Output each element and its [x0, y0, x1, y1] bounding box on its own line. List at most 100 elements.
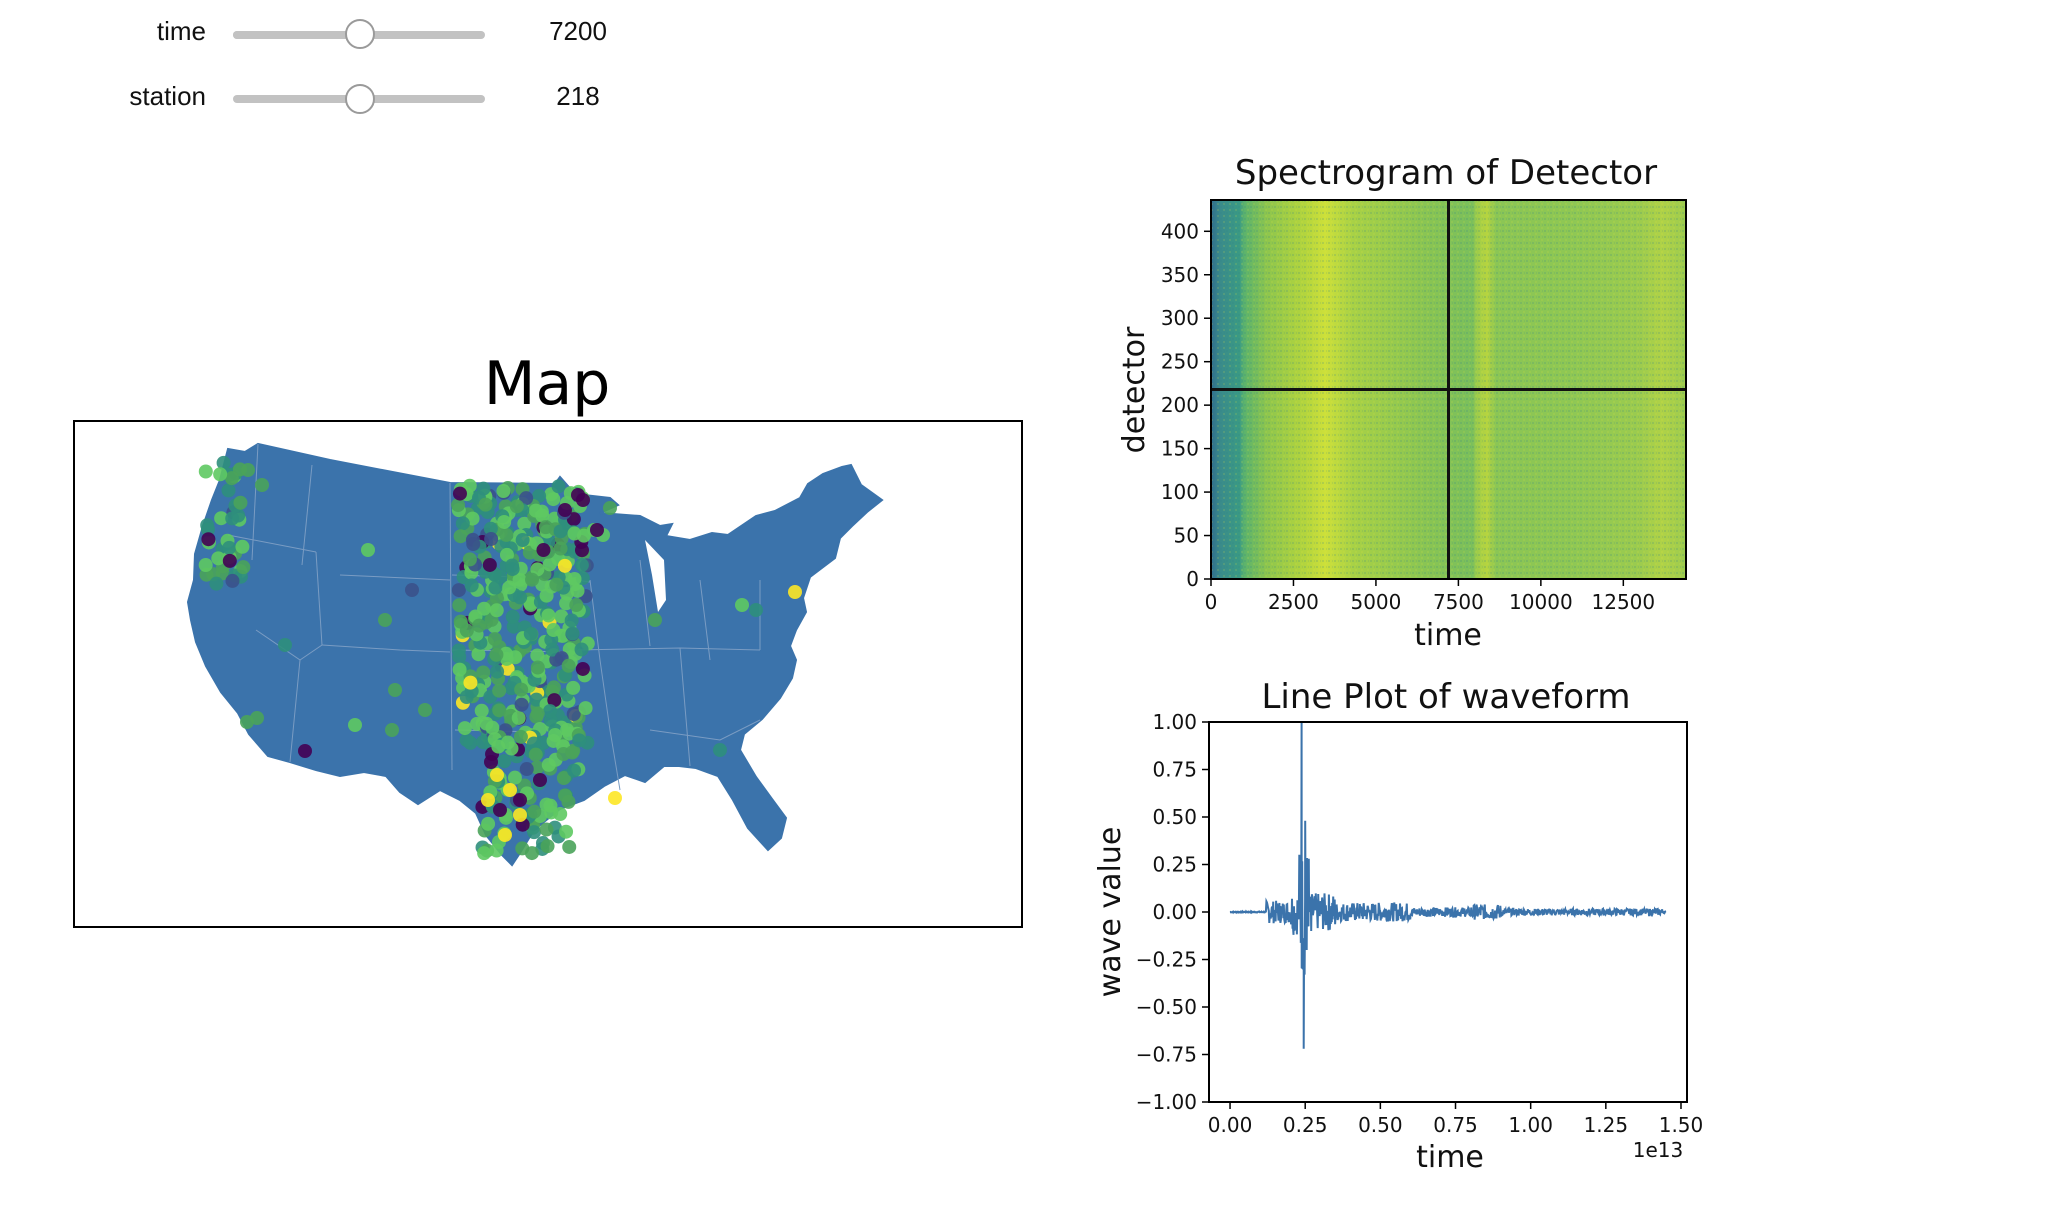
- station-marker[interactable]: [539, 588, 554, 603]
- station-marker[interactable]: [546, 492, 561, 507]
- station-slider-thumb[interactable]: [345, 84, 375, 114]
- station-marker[interactable]: [466, 537, 481, 552]
- station-marker[interactable]: [492, 703, 507, 718]
- station-marker[interactable]: [221, 483, 236, 498]
- station-marker[interactable]: [567, 763, 582, 778]
- station-marker[interactable]: [255, 478, 269, 492]
- station-marker[interactable]: [533, 773, 547, 787]
- station-marker[interactable]: [241, 463, 255, 477]
- station-marker[interactable]: [485, 720, 500, 735]
- station-marker[interactable]: [564, 613, 579, 628]
- station-marker[interactable]: [385, 723, 399, 737]
- station-marker[interactable]: [530, 562, 545, 577]
- station-marker[interactable]: [541, 608, 556, 623]
- station-marker[interactable]: [211, 551, 226, 566]
- station-marker[interactable]: [513, 729, 528, 744]
- station-marker[interactable]: [481, 793, 495, 807]
- station-marker[interactable]: [574, 642, 589, 657]
- station-marker[interactable]: [472, 618, 487, 633]
- station-marker[interactable]: [540, 839, 555, 854]
- station-marker[interactable]: [378, 613, 392, 627]
- station-marker[interactable]: [561, 658, 576, 673]
- station-marker[interactable]: [788, 585, 802, 599]
- station-marker[interactable]: [459, 733, 474, 748]
- station-marker[interactable]: [505, 609, 520, 624]
- station-marker[interactable]: [499, 547, 514, 562]
- station-marker[interactable]: [513, 808, 527, 822]
- station-marker[interactable]: [489, 843, 504, 858]
- station-marker[interactable]: [530, 706, 545, 721]
- station-marker[interactable]: [562, 839, 577, 854]
- station-marker[interactable]: [405, 583, 419, 597]
- station-marker[interactable]: [497, 754, 512, 769]
- station-marker[interactable]: [457, 721, 472, 736]
- station-marker[interactable]: [484, 755, 498, 769]
- station-marker[interactable]: [565, 626, 580, 641]
- station-marker[interactable]: [490, 768, 504, 782]
- station-marker[interactable]: [567, 571, 582, 586]
- station-marker[interactable]: [553, 806, 568, 821]
- station-marker[interactable]: [452, 649, 467, 664]
- station-marker[interactable]: [517, 516, 532, 531]
- station-marker[interactable]: [553, 541, 568, 556]
- station-marker[interactable]: [348, 718, 362, 732]
- station-marker[interactable]: [542, 557, 557, 572]
- station-marker[interactable]: [508, 650, 523, 665]
- station-marker[interactable]: [527, 804, 542, 819]
- station-marker[interactable]: [514, 682, 529, 697]
- station-marker[interactable]: [565, 745, 580, 760]
- spectrogram-plot-area[interactable]: [1210, 199, 1687, 580]
- station-marker[interactable]: [539, 822, 554, 837]
- station-marker[interactable]: [459, 623, 474, 638]
- station-marker[interactable]: [250, 711, 264, 725]
- station-marker[interactable]: [566, 680, 581, 695]
- station-marker[interactable]: [546, 622, 561, 637]
- station-marker[interactable]: [453, 529, 468, 544]
- station-marker[interactable]: [735, 598, 749, 612]
- station-marker[interactable]: [484, 532, 499, 547]
- station-marker[interactable]: [481, 816, 496, 831]
- time-slider-thumb[interactable]: [345, 19, 375, 49]
- station-marker[interactable]: [198, 464, 213, 479]
- station-marker[interactable]: [488, 580, 503, 595]
- us-map[interactable]: [186, 442, 884, 867]
- station-marker[interactable]: [543, 798, 558, 813]
- station-marker[interactable]: [527, 825, 542, 840]
- station-marker[interactable]: [474, 703, 489, 718]
- station-marker[interactable]: [497, 514, 512, 529]
- station-marker[interactable]: [493, 803, 507, 817]
- station-markers[interactable]: [198, 455, 802, 861]
- station-marker[interactable]: [543, 704, 558, 719]
- station-marker[interactable]: [209, 576, 224, 591]
- station-marker[interactable]: [566, 707, 581, 722]
- station-marker[interactable]: [576, 493, 590, 507]
- station-marker[interactable]: [574, 558, 589, 573]
- station-marker[interactable]: [512, 572, 527, 587]
- station-marker[interactable]: [213, 467, 228, 482]
- station-marker[interactable]: [477, 601, 492, 616]
- station-marker[interactable]: [567, 526, 582, 541]
- station-marker[interactable]: [511, 711, 526, 726]
- station-marker[interactable]: [590, 523, 604, 537]
- station-marker[interactable]: [503, 783, 517, 797]
- station-marker[interactable]: [541, 757, 556, 772]
- station-marker[interactable]: [452, 486, 467, 501]
- station-marker[interactable]: [222, 540, 237, 555]
- station-marker[interactable]: [547, 693, 562, 708]
- station-marker[interactable]: [546, 733, 561, 748]
- station-marker[interactable]: [224, 471, 239, 486]
- station-marker[interactable]: [556, 771, 571, 786]
- station-marker[interactable]: [233, 495, 248, 510]
- station-marker[interactable]: [471, 647, 486, 662]
- station-marker[interactable]: [496, 484, 511, 499]
- station-marker[interactable]: [451, 498, 466, 513]
- station-marker[interactable]: [452, 598, 467, 613]
- station-marker[interactable]: [462, 552, 477, 567]
- station-marker[interactable]: [513, 793, 527, 807]
- station-marker[interactable]: [561, 794, 576, 809]
- station-marker[interactable]: [569, 598, 584, 613]
- station-marker[interactable]: [201, 532, 216, 547]
- station-marker[interactable]: [519, 762, 534, 777]
- station-marker[interactable]: [523, 626, 538, 641]
- station-marker[interactable]: [570, 583, 585, 598]
